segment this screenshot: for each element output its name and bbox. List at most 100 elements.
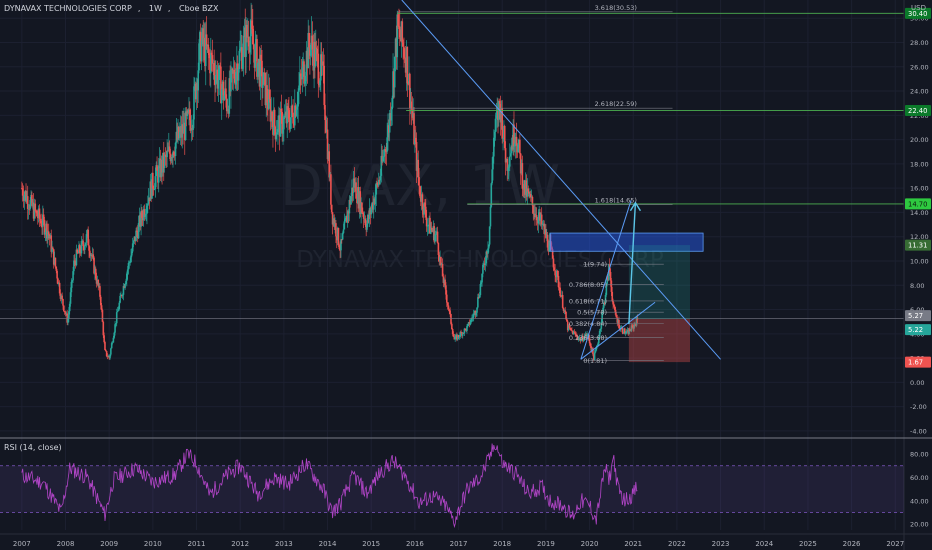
candle-body	[413, 113, 415, 145]
candle-body	[412, 113, 414, 118]
candle-body	[147, 203, 149, 206]
candle-body	[402, 42, 404, 47]
candle-body	[566, 319, 568, 322]
candle-body	[161, 159, 163, 173]
candle-body	[445, 294, 448, 303]
candle-body	[465, 328, 467, 331]
candle-body	[248, 46, 251, 53]
candle-body	[356, 187, 359, 204]
rsi-label: RSI (14, close)	[4, 443, 62, 452]
target-arrow[interactable]	[628, 202, 637, 325]
candle-body	[216, 69, 219, 89]
candle-body	[618, 319, 620, 328]
candle-body	[210, 52, 213, 56]
candle-body	[71, 280, 74, 282]
candle-body	[477, 297, 479, 308]
candle-body	[253, 49, 256, 68]
candle-body	[352, 178, 355, 193]
candle-body	[584, 333, 587, 337]
candle-body	[254, 43, 257, 68]
interval-label[interactable]: 1W	[148, 4, 162, 13]
candle-body	[424, 206, 427, 218]
candle-body	[91, 254, 94, 257]
candle-body	[431, 229, 434, 232]
candle-body	[220, 66, 222, 104]
trendline[interactable]	[580, 200, 632, 360]
candle-body	[624, 333, 627, 334]
candle-body	[52, 249, 55, 265]
candle-body	[40, 220, 42, 227]
candle-body	[390, 109, 393, 121]
price-badge	[905, 239, 931, 251]
candle-body	[355, 182, 357, 199]
candle-body	[198, 43, 200, 71]
candle-body	[128, 262, 131, 264]
position-profit-zone[interactable]	[628, 245, 691, 320]
rsi-line	[21, 443, 638, 529]
symbol-name[interactable]: DYNAVAX TECHNOLOGIES CORP	[4, 4, 132, 13]
candle-body	[414, 137, 416, 145]
candle-body	[377, 179, 380, 186]
candle-body	[615, 314, 618, 318]
candle-body	[373, 198, 376, 205]
candle-body	[539, 212, 541, 221]
candle-body	[493, 132, 496, 138]
candle-body	[613, 306, 616, 310]
candle-body	[301, 67, 304, 80]
candle-body	[215, 69, 218, 76]
candle-body	[283, 115, 286, 118]
candle-body	[377, 183, 379, 186]
candle-body	[178, 126, 180, 138]
candle-body	[348, 199, 351, 214]
candle-body	[451, 323, 453, 330]
fib-level-label: 0.5(5.78)	[577, 309, 607, 317]
time-tick-label: 2023	[712, 540, 730, 548]
candle-body	[144, 214, 147, 217]
candle-body	[78, 245, 81, 253]
trendline[interactable]	[580, 301, 656, 360]
candle-body	[581, 335, 583, 340]
candle-body	[452, 334, 455, 337]
candle-body	[339, 249, 341, 251]
candle-body	[387, 125, 389, 138]
candle-body	[49, 235, 52, 239]
candle-body	[257, 62, 259, 77]
candle-body	[272, 109, 275, 135]
candle-body	[251, 29, 254, 45]
candle-body	[247, 36, 250, 47]
candle-body	[260, 54, 262, 61]
candle-body	[572, 331, 575, 335]
candle-body	[287, 106, 289, 111]
candle-body	[493, 137, 495, 157]
candle-body	[457, 335, 460, 337]
candle-body	[47, 231, 49, 239]
candle-body	[360, 202, 362, 215]
candle-body	[317, 53, 320, 84]
candle-body	[188, 109, 190, 113]
candle-body	[45, 223, 47, 233]
candle-body	[515, 136, 518, 146]
drawings[interactable]: 3.618(30.53) 2.618(22.59) 1.618(14.65) 0(1.…	[0, 0, 904, 365]
candle-body	[545, 234, 548, 238]
candle-body	[456, 335, 459, 340]
candle-body	[385, 151, 388, 153]
fib-extension-label: 3.618(30.53)	[595, 4, 637, 12]
candle-body	[548, 240, 551, 252]
candle-body	[159, 158, 162, 178]
candle-body	[573, 331, 576, 333]
resistance-zone[interactable]	[549, 232, 704, 252]
candle-body	[154, 176, 157, 190]
trendline[interactable]	[401, 0, 721, 360]
candle-body	[460, 332, 462, 334]
candle-body	[571, 330, 573, 331]
candle-body	[219, 65, 221, 67]
candle-body	[514, 136, 517, 144]
candle-body	[87, 229, 89, 246]
candle-body	[112, 337, 115, 343]
candle-body	[278, 115, 281, 137]
candle-body	[414, 137, 417, 142]
position-loss-zone[interactable]	[628, 319, 691, 363]
price-badge	[905, 7, 931, 19]
candle-body	[378, 179, 381, 181]
